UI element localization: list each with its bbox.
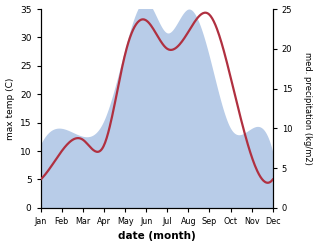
- Y-axis label: max temp (C): max temp (C): [5, 77, 15, 140]
- Y-axis label: med. precipitation (kg/m2): med. precipitation (kg/m2): [303, 52, 313, 165]
- X-axis label: date (month): date (month): [118, 231, 196, 242]
